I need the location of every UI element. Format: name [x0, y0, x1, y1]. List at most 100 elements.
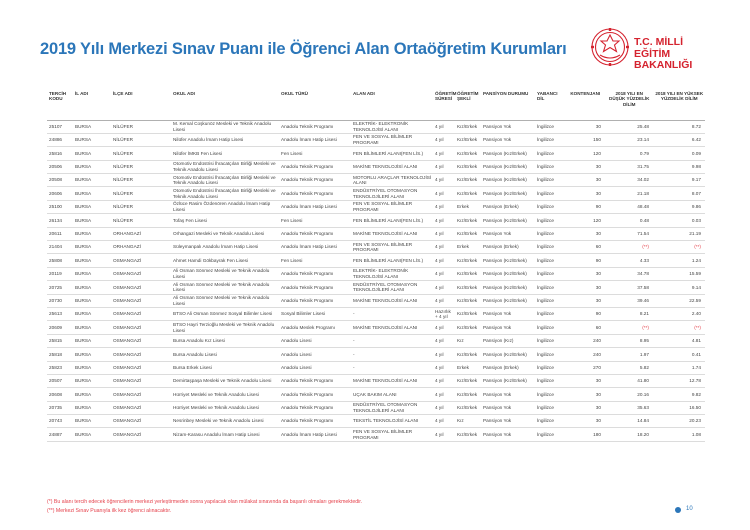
table-cell: 5.82	[605, 361, 653, 375]
table-row: 20608 BURSA OSMANGAZİ Hürriyet Mesleki ve T…	[47, 387, 705, 402]
table-cell: 4 yıl	[433, 374, 455, 389]
table-cell: OSMANGAZİ	[111, 374, 171, 389]
table-cell: Erkek	[455, 361, 481, 375]
table-cell: FEN VE SOSYAL BİLİMLER PROGRAMI	[351, 240, 433, 255]
logo-line-2: BAKANLIĞI	[634, 59, 693, 71]
table-cell: OSMANGAZİ	[111, 334, 171, 349]
table-cell: İngilizce	[535, 347, 565, 362]
column-header: ÖĞRETİM ŞEKLİ	[455, 89, 481, 121]
table-cell: FEN VE SOSYAL BİLİMLER PROGRAMI	[351, 427, 433, 442]
table-cell: NİLÜFER	[111, 160, 171, 175]
table-cell: Kız/Erkek	[455, 294, 481, 308]
table-cell: 1.97	[605, 347, 653, 362]
table-cell: 9.98	[653, 160, 705, 175]
table-cell: Anadolu Teknik Programı	[279, 173, 351, 188]
table-cell: Orhangazi Mesleki ve Teknik Anadolu Lise…	[171, 227, 279, 242]
table-cell: OSMANGAZİ	[111, 387, 171, 402]
table-cell: Pansiyon (Kız)	[481, 334, 535, 349]
table-cell: Kız/Erkek	[455, 173, 481, 188]
table-cell: Anadolu Teknik Programı	[279, 294, 351, 308]
table-cell: 30	[565, 227, 605, 242]
table-cell: İngilizce	[535, 374, 565, 389]
table-row: 21404 BURSA ORHANGAZİ Süleymanpalı Anadolu …	[47, 240, 705, 255]
table-cell: İngilizce	[535, 361, 565, 375]
table-cell: Pansiyon (Kız/Erkek)	[481, 186, 535, 201]
table-cell: İngilizce	[535, 267, 565, 282]
column-header: 2018 YILI EN YÜKSEK YÜZDELİK DİLİM	[653, 89, 705, 121]
table-cell: 21404	[47, 240, 73, 255]
table-cell: (**)	[605, 320, 653, 335]
table-cell: BTSO Hayri Terzioğlu Mesleki ve Teknik A…	[171, 320, 279, 335]
table-cell: Pansiyon (Erkek)	[481, 240, 535, 255]
table-cell: 37.58	[605, 280, 653, 295]
table-cell: Anadolu Teknik Programı	[279, 280, 351, 295]
table-cell: MAKİNE TEKNOLOJİSİ ALANI	[351, 160, 433, 175]
table-cell: 4 yıl	[433, 160, 455, 175]
table-cell: 25808	[47, 253, 73, 268]
table-cell: İngilizce	[535, 280, 565, 295]
table-cell: 4 yıl	[433, 361, 455, 375]
table-cell: 12.78	[653, 374, 705, 389]
table-cell: 4 yıl	[433, 146, 455, 161]
table-cell: 25107	[47, 120, 73, 134]
table-cell: Kız/Erkek	[455, 186, 481, 201]
table-cell: ENDÜSTRİYEL OTOMASYON TEKNOLOJİLERİ ALAN…	[351, 186, 433, 201]
table-cell: Bursa Anadolu Kız Lisesi	[171, 334, 279, 349]
table-row: 20606 BURSA NİLÜFER Otomotiv Endüstrisi İhr…	[47, 186, 705, 201]
table-cell: 25613	[47, 307, 73, 322]
table-cell: 20608	[47, 387, 73, 402]
table-cell: Kız	[455, 414, 481, 429]
table-cell: İngilizce	[535, 213, 565, 228]
table-cell: MOTORLU ARAÇLAR TEKNOLOJİSİ ALANI	[351, 173, 433, 188]
table-cell: 4 yıl	[433, 320, 455, 335]
table-cell: ELEKTRİK- ELEKTRONİK TEKNOLOJİSİ ALANI	[351, 267, 433, 282]
column-header: 2018 YILI EN DÜŞÜK YÜZDELİK DİLİM	[605, 89, 653, 121]
table-cell: 60	[565, 240, 605, 255]
table-cell: Pansiyon Yok	[481, 414, 535, 429]
table-cell: 35.63	[605, 401, 653, 416]
table-cell: Pansiyon Yok	[481, 120, 535, 134]
table-cell: 9.82	[653, 387, 705, 402]
table-cell: 4 yıl	[433, 227, 455, 242]
ministry-emblem-icon	[591, 28, 629, 66]
table-cell: 0.48	[605, 213, 653, 228]
table-cell: BURSA	[73, 200, 111, 215]
table-cell: 120	[565, 146, 605, 161]
table-cell: MAKİNE TEKNOLOJİSİ ALANI	[351, 227, 433, 242]
table-cell: 20119	[47, 267, 73, 282]
table-cell: BTSO Ali Osman Sönmez Sosyal Bilimler Li…	[171, 307, 279, 322]
table-cell: BURSA	[73, 280, 111, 295]
table-cell: FEN VE SOSYAL BİLİMLER PROGRAMI	[351, 200, 433, 215]
table-cell: 20.16	[605, 387, 653, 402]
table-cell: 270	[565, 361, 605, 375]
table-cell: 20609	[47, 320, 73, 335]
table-row: 24886 BURSA NİLÜFER Nilüfer Anadolu İmam Ha…	[47, 133, 705, 148]
page-title: 2019 Yılı Merkezi Sınav Puanı ile Öğrenc…	[40, 40, 567, 58]
table-cell: 240	[565, 347, 605, 362]
table-cell: 6.42	[653, 133, 705, 148]
column-header: TERCİH KODU	[47, 89, 73, 121]
table-cell: MAKİNE TEKNOLOJİSİ ALANI	[351, 294, 433, 308]
table-cell: ORHANGAZİ	[111, 227, 171, 242]
table-cell: 4 yıl	[433, 294, 455, 308]
table-cell: Otomotiv Endüstrisi İhracatçıları Birliğ…	[171, 173, 279, 188]
table-cell: 26134	[47, 213, 73, 228]
table-cell: BURSA	[73, 347, 111, 362]
ministry-logo: T.C. MİLLİ EĞİTİM BAKANLIĞI	[590, 27, 720, 79]
footnotes: (*) Bu alanı tercih edecek öğrencilerin …	[47, 498, 362, 516]
table-cell: Anadolu İmam Hatip Lisesi	[279, 427, 351, 442]
column-header: PANSİYON DURUMU	[481, 89, 535, 121]
table-cell: Anadolu Teknik Programı	[279, 186, 351, 201]
table-cell: 4 yıl	[433, 253, 455, 268]
table-cell: Pansiyon (Kız/Erkek)	[481, 374, 535, 389]
column-header: ÖĞRETİM SÜRESİ	[433, 89, 456, 121]
table-cell: Anadolu Teknik Programı	[279, 120, 351, 134]
table-cell: BURSA	[73, 146, 111, 161]
table-cell: 9.14	[653, 280, 705, 295]
table-cell: 14.84	[605, 414, 653, 429]
table-cell: İngilizce	[535, 240, 565, 255]
table-cell: 4 yıl	[433, 240, 455, 255]
table-cell: 20506	[47, 160, 73, 175]
table-cell: Kız/Erkek	[455, 267, 481, 282]
table-cell: 9.86	[653, 200, 705, 215]
